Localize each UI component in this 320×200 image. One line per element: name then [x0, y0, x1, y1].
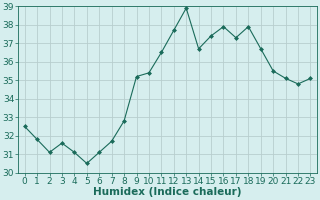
X-axis label: Humidex (Indice chaleur): Humidex (Indice chaleur) [93, 187, 242, 197]
